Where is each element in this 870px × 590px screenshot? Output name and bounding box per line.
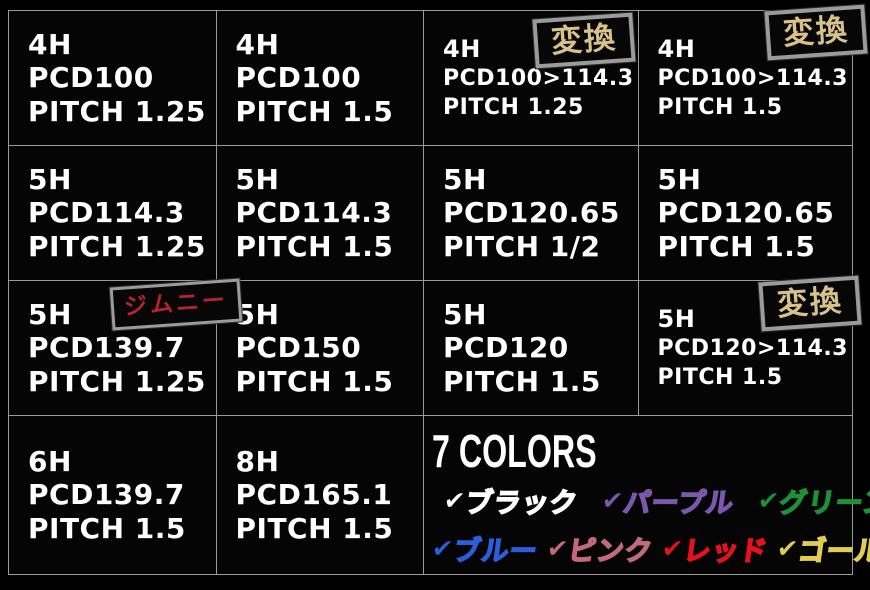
spec-cell-4h-pcd100-114-125: 変換 4H PCD100>114.3 PITCH 1.25 [424, 11, 639, 146]
henkan-conversion-badge: 変換 [531, 12, 636, 69]
spec-cell-8h-pcd1651-15: 8H PCD165.1 PITCH 1.5 [216, 416, 425, 574]
pcd-label: PCD120>114.3 [657, 336, 848, 361]
pitch-label: PITCH 1.5 [657, 364, 783, 390]
color-option-label: ブラック [463, 487, 581, 520]
spec-cell-5h-pcd12065-15: 5H PCD120.65 PITCH 1.5 [638, 146, 852, 281]
checkmark-icon: ✔ [756, 486, 781, 515]
pcd-label: PCD120 [443, 331, 569, 365]
holes-label: 5H [443, 298, 487, 332]
checkmark-icon: ✔ [660, 534, 685, 563]
holes-label: 4H [443, 34, 481, 63]
holes-label: 5H [28, 163, 72, 197]
holes-label: 5H [657, 163, 702, 197]
pcd-label: PCD139.7 [28, 331, 185, 365]
holes-label: 5H [657, 304, 696, 333]
color-option-label: パープル [620, 487, 737, 520]
spec-cell-4h-pcd100-114-15: 変換 4H PCD100>114.3 PITCH 1.5 [638, 4, 868, 146]
color-options-row-2: ✔ ブルー ✔ ピンク ✔ レッド ✔ ゴールド [430, 529, 870, 568]
pitch-label: PITCH 1.5 [28, 511, 186, 545]
color-options-panel: 7 COLORS ✔ ブラック ✔ パープル ✔ グリーン ✔ ブル [424, 416, 870, 574]
pcd-label: PCD139.7 [28, 478, 185, 512]
pcd-label: PCD114.3 [235, 196, 393, 230]
pcd-label: PCD150 [235, 331, 362, 365]
checkmark-icon: ✔ [442, 486, 467, 515]
holes-label: 5H [28, 298, 72, 332]
color-option-blue: ✔ ブルー [430, 529, 541, 568]
pcd-label: PCD100>114.3 [657, 66, 848, 91]
pcd-label: PCD114.3 [28, 196, 185, 230]
spec-cell-5h-pcd1143-125: 5H PCD114.3 PITCH 1.25 [9, 146, 217, 281]
spec-cell-5h-pcd150-15: 5H PCD150 PITCH 1.5 [216, 281, 425, 416]
pitch-label: PITCH 1.25 [443, 94, 584, 120]
color-option-label: グリーン [777, 487, 870, 520]
pcd-label: PCD100>114.3 [443, 66, 634, 91]
checkmark-icon: ✔ [430, 534, 455, 563]
pitch-label: PITCH 1.5 [235, 511, 394, 545]
spec-cell-4h-pcd100-125: 4H PCD100 PITCH 1.25 [9, 11, 217, 146]
pitch-label: PITCH 1.5 [657, 229, 816, 263]
colors-title: 7 COLORS [432, 425, 597, 477]
pitch-label: PITCH 1.25 [28, 94, 206, 128]
spec-cell-5h-pcd120-114-15: 変換 5H PCD120>114.3 PITCH 1.5 [638, 275, 862, 416]
pitch-label: PITCH 1.5 [235, 364, 394, 398]
color-option-red: ✔ レッド [660, 529, 770, 568]
spec-cell-5h-pcd12065-12: 5H PCD120.65 PITCH 1/2 [424, 146, 639, 281]
color-option-label: ブルー [451, 535, 541, 568]
color-options-row-1: ✔ ブラック ✔ パープル ✔ グリーン [442, 481, 870, 520]
spec-cell-4h-pcd100-15: 4H PCD100 PITCH 1.5 [216, 11, 425, 146]
jimny-badge: ジムニー [109, 278, 243, 331]
checkmark-icon: ✔ [600, 486, 625, 515]
color-option-gold: ✔ ゴールド [775, 529, 870, 568]
holes-label: 4H [235, 28, 280, 62]
pitch-label: PITCH 1.5 [657, 94, 783, 120]
henkan-conversion-badge: 変換 [758, 275, 862, 332]
spec-grid: 4H PCD100 PITCH 1.25 4H PCD100 PITCH 1.5… [8, 4, 870, 575]
holes-label: 4H [657, 34, 696, 63]
holes-label: 5H [235, 298, 280, 332]
holes-label: 8H [235, 445, 280, 479]
holes-label: 5H [235, 163, 280, 197]
color-option-label: ピンク [565, 535, 655, 568]
checkmark-icon: ✔ [775, 534, 800, 563]
color-option-black: ✔ ブラック [442, 481, 581, 520]
pcd-label: PCD100 [28, 61, 154, 95]
checkmark-icon: ✔ [545, 534, 570, 563]
pitch-label: PITCH 1.25 [28, 229, 206, 263]
pitch-label: PITCH 1.25 [28, 364, 206, 398]
henkan-conversion-badge: 変換 [764, 4, 868, 61]
pcd-label: PCD120.65 [443, 196, 620, 230]
color-option-label: ゴールド [795, 535, 870, 568]
pitch-label: PITCH 1.5 [235, 229, 394, 263]
pcd-label: PCD120.65 [657, 196, 835, 230]
spec-cell-5h-pcd1397-125: ジムニー 5H PCD139.7 PITCH 1.25 [9, 278, 243, 416]
color-option-label: レッド [680, 535, 770, 568]
pcd-label: PCD165.1 [235, 478, 393, 512]
pitch-label: PITCH 1/2 [443, 229, 601, 263]
color-option-pink: ✔ ピンク [545, 529, 655, 568]
holes-label: 4H [28, 28, 72, 62]
spec-cell-5h-pcd120-15: 5H PCD120 PITCH 1.5 [424, 281, 639, 416]
pitch-label: PITCH 1.5 [235, 94, 394, 128]
holes-label: 6H [28, 445, 72, 479]
pcd-label: PCD100 [235, 61, 362, 95]
holes-label: 5H [443, 163, 487, 197]
spec-cell-5h-pcd1143-15: 5H PCD114.3 PITCH 1.5 [216, 146, 425, 281]
spec-cell-6h-pcd1397-15: 6H PCD139.7 PITCH 1.5 [9, 416, 217, 574]
color-option-purple: ✔ パープル [600, 481, 737, 520]
pitch-label: PITCH 1.5 [443, 364, 601, 398]
color-option-green: ✔ グリーン [756, 481, 870, 520]
